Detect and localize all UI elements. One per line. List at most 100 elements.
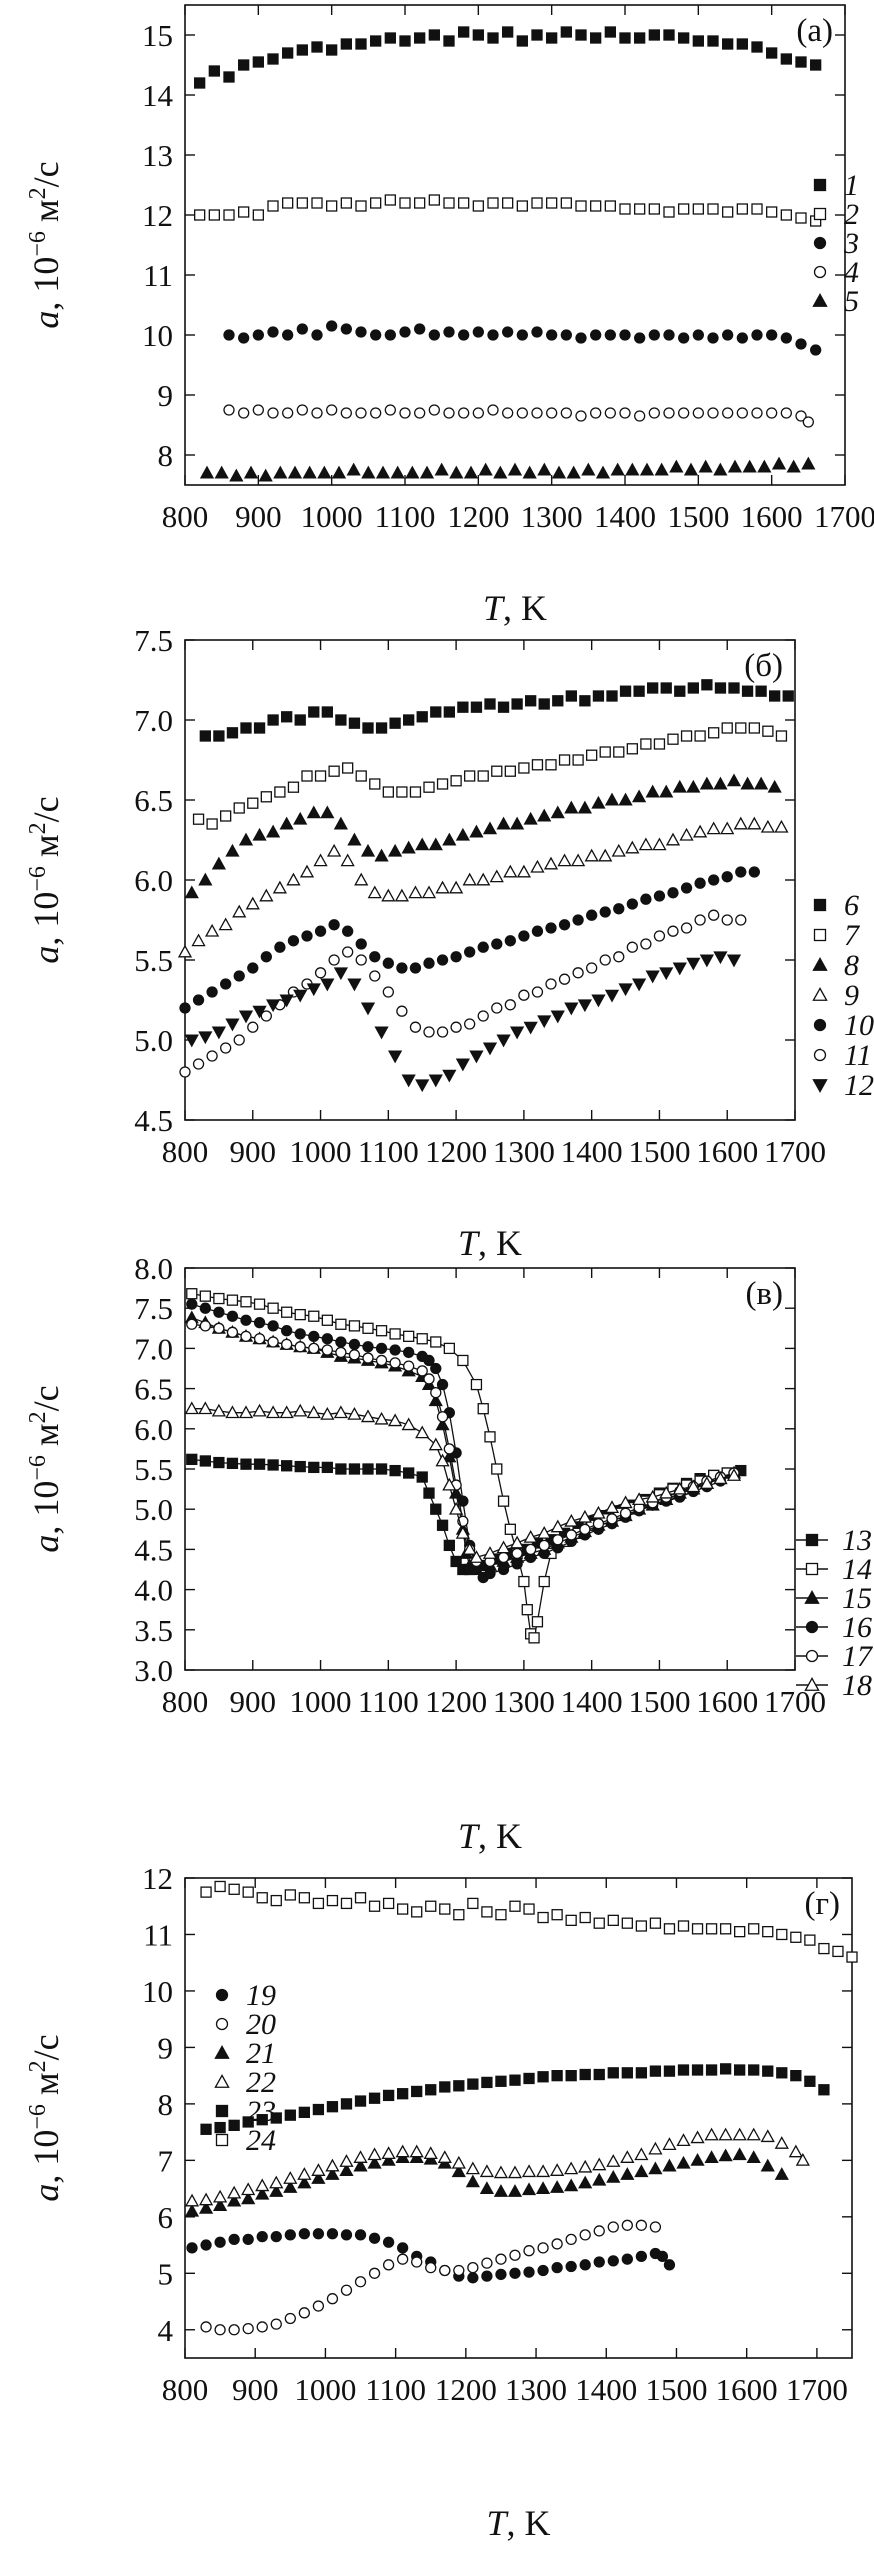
data-point	[497, 1563, 510, 1576]
data-point	[663, 1923, 676, 1935]
y-tick-label: 6.5	[134, 1372, 173, 1407]
data-point	[780, 407, 792, 419]
data-point	[530, 859, 545, 873]
y-axis-var: a	[26, 946, 66, 964]
data-point	[686, 779, 701, 793]
x-tick-label: 800	[162, 2372, 209, 2407]
data-point	[523, 811, 538, 825]
data-point	[599, 954, 611, 966]
data-point	[414, 197, 426, 209]
data-point	[450, 1021, 462, 1033]
data-point	[663, 206, 675, 218]
data-point	[613, 951, 625, 963]
series-6	[199, 679, 794, 742]
x-axis-var: T	[458, 1223, 481, 1263]
legend-item: 8	[812, 949, 859, 982]
x-axis-var: T	[483, 588, 506, 628]
data-point	[388, 843, 403, 857]
data-point	[186, 2242, 198, 2254]
data-point	[368, 2092, 381, 2104]
x-tick-label: 1700	[814, 499, 874, 534]
data-point	[335, 1463, 347, 1475]
data-point	[428, 329, 440, 341]
data-point	[620, 2150, 635, 2163]
y-tick-label: 13	[142, 138, 173, 173]
x-axis-label: T, K	[486, 2503, 550, 2543]
data-point	[267, 53, 279, 65]
data-point	[462, 1542, 477, 1555]
legend-label: 4	[844, 256, 859, 289]
data-point	[531, 326, 543, 338]
data-point	[509, 2249, 521, 2261]
data-point	[198, 1031, 213, 1045]
data-point	[604, 407, 616, 419]
data-point	[531, 925, 544, 937]
data-point	[538, 1575, 550, 1588]
data-point	[302, 465, 317, 479]
data-point	[274, 786, 286, 798]
data-point	[458, 407, 470, 419]
legend-item: 16	[796, 1611, 872, 1644]
data-point	[691, 2064, 704, 2076]
x-tick-label: 1600	[741, 499, 803, 534]
x-tick-label: 1100	[358, 1134, 419, 1169]
data-point	[355, 954, 367, 966]
data-point	[565, 2069, 577, 2082]
data-point	[735, 722, 747, 734]
data-point	[686, 957, 701, 971]
data-point	[493, 2184, 509, 2197]
data-point	[667, 887, 679, 899]
data-point	[491, 765, 503, 777]
data-point	[516, 329, 528, 341]
data-point	[308, 1310, 320, 1322]
data-point	[510, 816, 525, 830]
data-point	[253, 1298, 266, 1310]
legend-item: 3	[813, 227, 859, 260]
data-point	[648, 329, 660, 341]
data-point	[267, 1302, 279, 1314]
data-point	[200, 2123, 212, 2135]
data-point	[382, 2236, 395, 2248]
data-point	[399, 407, 411, 419]
data-point	[621, 2253, 633, 2265]
data-point	[225, 843, 240, 857]
data-point	[719, 1923, 732, 1935]
data-point	[213, 1322, 225, 1334]
data-point	[618, 1495, 633, 1509]
data-point	[299, 864, 315, 878]
data-point	[267, 200, 279, 212]
data-point	[593, 2068, 605, 2081]
data-point	[395, 2144, 410, 2158]
data-point	[368, 2232, 381, 2244]
data-point	[199, 1320, 211, 1332]
data-point	[790, 1931, 802, 1943]
data-point	[748, 1923, 760, 1935]
x-tick-label: 1400	[561, 1684, 623, 1719]
legend-item: 14	[796, 1553, 872, 1586]
data-point	[708, 909, 720, 921]
x-tick-label: 1000	[294, 2372, 356, 2407]
data-point	[537, 808, 552, 822]
data-point	[491, 1002, 503, 1014]
data-point	[381, 2146, 396, 2160]
data-point	[388, 1413, 403, 1427]
data-point	[192, 994, 205, 1006]
data-point	[493, 465, 508, 479]
data-point	[699, 954, 714, 968]
data-point	[382, 2259, 395, 2271]
data-point	[707, 407, 719, 419]
data-point	[472, 326, 484, 338]
data-point	[762, 2065, 774, 2077]
data-point	[511, 698, 523, 710]
data-point	[645, 970, 660, 984]
data-point	[732, 2147, 747, 2161]
y-axis-exp: −6	[25, 231, 51, 257]
data-point	[734, 1925, 746, 1938]
data-point	[502, 326, 514, 338]
data-point	[450, 1555, 462, 1568]
data-point	[256, 1892, 268, 1904]
data-point	[523, 2072, 535, 2085]
panel-label: (б)	[744, 648, 783, 684]
data-point	[403, 714, 415, 726]
data-point	[434, 462, 449, 476]
